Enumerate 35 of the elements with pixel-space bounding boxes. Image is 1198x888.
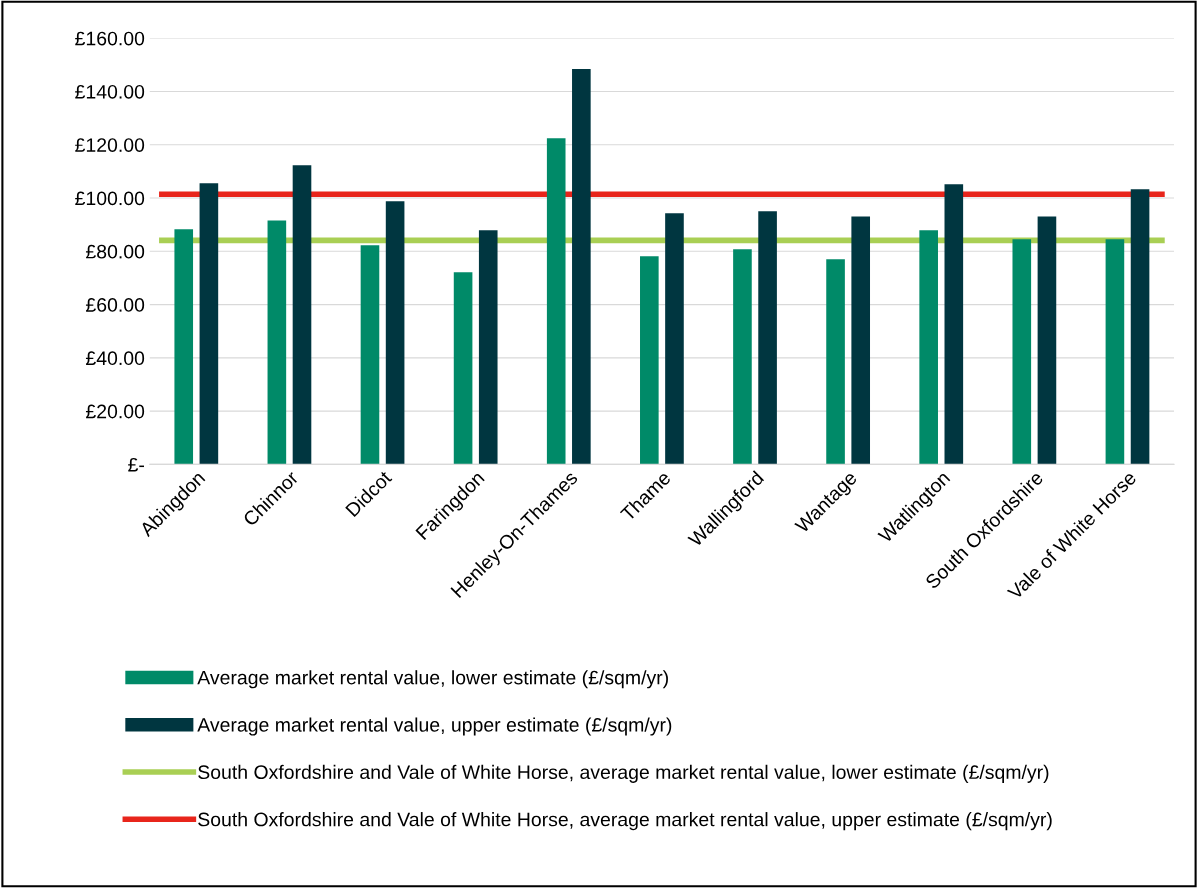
y-tick-label: £20.00 xyxy=(85,404,145,419)
y-tick-label: £80.00 xyxy=(85,244,145,259)
bar xyxy=(360,245,380,465)
bar xyxy=(199,183,219,465)
bar xyxy=(1105,239,1125,465)
bar xyxy=(826,259,845,465)
bar xyxy=(453,272,473,465)
y-tick-label: £- xyxy=(128,457,145,472)
y-tick-label: £100.00 xyxy=(75,191,145,206)
bar xyxy=(385,201,405,465)
bar xyxy=(640,256,659,465)
y-tick-label: £60.00 xyxy=(85,298,145,312)
bar xyxy=(1012,239,1032,465)
y-tick-label: £160.00 xyxy=(75,31,145,46)
legend-label: Average market rental value, upper estimate (£/sqm/yr) xyxy=(197,717,672,736)
legend-label: South Oxfordshire and Vale of White Horse, average market rental value, lower estimate (£/sqm/yr) xyxy=(198,764,1049,783)
bar xyxy=(292,165,312,465)
bar xyxy=(733,249,752,465)
y-tick-label: £140.00 xyxy=(75,84,145,99)
bar xyxy=(478,230,498,465)
bar xyxy=(174,229,194,465)
bar xyxy=(665,213,684,465)
legend-label: South Oxfordshire and Vale of White Horse, average market rental value, upper estimate (£/sqm/yr) xyxy=(198,812,1052,831)
bar xyxy=(851,216,871,465)
bar xyxy=(1130,189,1150,465)
bar xyxy=(546,138,566,465)
bar xyxy=(572,69,591,465)
bar xyxy=(267,220,287,465)
bar xyxy=(919,230,938,465)
bar xyxy=(944,184,964,465)
bar xyxy=(758,211,777,465)
legend-label: Average market rental value, lower estimate (£/sqm/yr) xyxy=(197,670,668,689)
bar xyxy=(1037,216,1057,465)
y-tick-label: £40.00 xyxy=(85,351,145,366)
y-tick-label: £120.00 xyxy=(75,138,145,152)
